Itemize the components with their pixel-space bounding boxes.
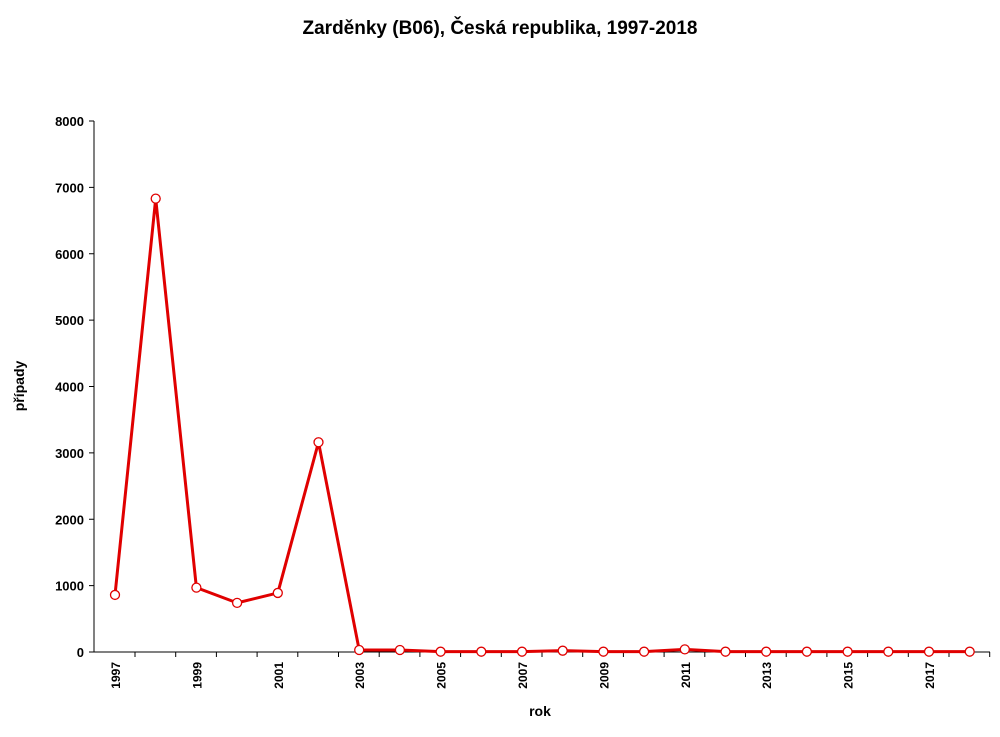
y-axis-title: případy bbox=[11, 361, 27, 412]
axes bbox=[93, 121, 990, 653]
data-point-marker bbox=[761, 646, 772, 657]
x-tick-label: 2009 bbox=[597, 662, 611, 689]
data-point-marker bbox=[964, 646, 975, 657]
data-point-marker bbox=[598, 646, 609, 657]
data-point-marker bbox=[923, 646, 935, 657]
series-group bbox=[109, 193, 975, 657]
data-point-marker bbox=[679, 644, 690, 655]
y-tick-label: 6000 bbox=[55, 247, 84, 262]
data-point-marker bbox=[842, 646, 853, 657]
x-tick-label: 2001 bbox=[272, 662, 286, 689]
y-tick-label: 1000 bbox=[55, 579, 84, 594]
x-tick-label: 2011 bbox=[679, 662, 693, 688]
data-point-marker bbox=[272, 587, 283, 599]
x-axis-title: rok bbox=[529, 703, 551, 719]
x-tick-label: 2005 bbox=[435, 662, 449, 689]
data-point-marker bbox=[720, 646, 731, 657]
data-point-marker bbox=[435, 646, 446, 657]
data-point-marker bbox=[109, 589, 121, 601]
data-point-marker bbox=[150, 193, 161, 204]
y-tick-label: 4000 bbox=[55, 380, 84, 395]
data-point-marker bbox=[394, 644, 406, 656]
x-tick-label: 1999 bbox=[190, 662, 204, 689]
y-tick-label: 2000 bbox=[55, 512, 84, 527]
x-tick-label: 2017 bbox=[923, 662, 937, 689]
x-tick-label: 2003 bbox=[353, 662, 367, 689]
data-point-marker bbox=[557, 645, 568, 656]
data-point-marker bbox=[801, 646, 813, 657]
data-point-marker bbox=[516, 646, 528, 657]
y-tick-label: 7000 bbox=[55, 180, 84, 195]
data-point-marker bbox=[883, 646, 894, 657]
y-tick-label: 5000 bbox=[55, 313, 84, 328]
y-tick-label: 0 bbox=[77, 645, 84, 660]
chart-title: Zarděnky (B06), Česká republika, 1997-20… bbox=[302, 18, 698, 39]
y-tick-label: 3000 bbox=[55, 446, 84, 461]
data-point-marker bbox=[354, 644, 365, 656]
data-point-marker bbox=[476, 646, 487, 657]
x-tick-label: 2015 bbox=[842, 662, 856, 689]
x-tick-label: 2007 bbox=[516, 662, 530, 689]
x-tick-label: 2013 bbox=[760, 662, 774, 689]
y-axis-ticks: 0 1000 2000 3000 4000 5000 6000 7000 8000 bbox=[55, 114, 94, 660]
x-axis-ticks: 1997 1999 2001 2003 2005 2007 2009 2011 2013 2015… bbox=[109, 652, 991, 689]
data-point-marker bbox=[231, 597, 243, 609]
data-point-marker bbox=[313, 437, 324, 448]
x-tick-label: 1997 bbox=[109, 662, 123, 689]
data-point-marker bbox=[638, 646, 650, 657]
series-line bbox=[113, 197, 970, 654]
y-tick-label: 8000 bbox=[55, 114, 84, 129]
data-point-marker bbox=[191, 582, 202, 593]
